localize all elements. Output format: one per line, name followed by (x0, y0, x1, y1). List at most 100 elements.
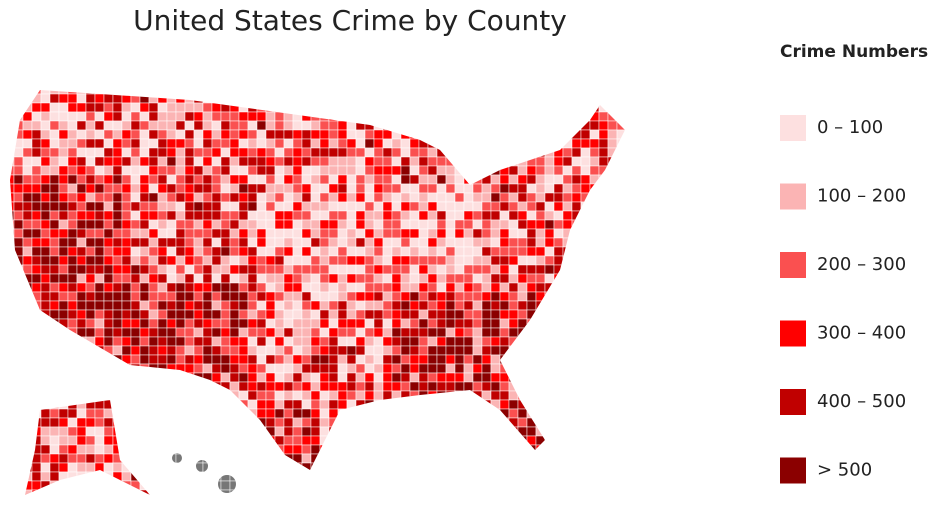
county-cell (382, 120, 393, 131)
county-cell (445, 264, 456, 275)
county-cell (301, 480, 312, 491)
county-cell (256, 219, 267, 230)
county-cell (184, 426, 195, 437)
county-cell (292, 273, 303, 284)
county-cell (490, 309, 501, 320)
county-cell (157, 264, 168, 275)
county-cell (508, 192, 519, 203)
county-cell (490, 435, 501, 446)
county-cell (400, 264, 411, 275)
county-cell (355, 228, 366, 239)
county-cell (391, 318, 402, 329)
county-cell (193, 381, 204, 392)
county-cell (463, 444, 474, 455)
county-cell (121, 372, 132, 383)
county-cell (409, 282, 420, 293)
county-cell (94, 183, 105, 194)
county-cell (310, 435, 321, 446)
county-cell (76, 147, 87, 158)
county-cell (274, 192, 285, 203)
county-cell (355, 246, 366, 257)
county-cell (391, 237, 402, 248)
county-cell (10, 354, 15, 365)
county-cell (472, 246, 483, 257)
county-cell (112, 354, 123, 365)
county-cell (499, 372, 510, 383)
county-cell (49, 246, 60, 257)
county-cell (319, 273, 330, 284)
county-cell (616, 219, 625, 230)
county-cell (598, 426, 609, 437)
county-cell (40, 264, 51, 275)
county-cell (256, 390, 267, 401)
county-cell (607, 390, 618, 401)
county-cell (382, 147, 393, 158)
county-cell (265, 399, 276, 410)
county-cell (112, 102, 123, 113)
county-cell (463, 426, 474, 437)
county-cell (544, 183, 555, 194)
county-cell (76, 183, 87, 194)
county-cell (58, 156, 69, 167)
county-cell (193, 390, 204, 401)
county-cell (535, 93, 546, 104)
county-cell (203, 499, 212, 505)
county-cell (175, 219, 186, 230)
county-cell (175, 309, 186, 320)
county-cell (472, 390, 483, 401)
county-cell (130, 246, 141, 257)
county-cell (220, 471, 231, 482)
county-cell (445, 237, 456, 248)
county-cell (166, 111, 177, 122)
county-cell (157, 471, 168, 482)
county-cell (562, 408, 573, 419)
county-cell (112, 156, 123, 167)
county-cell (31, 336, 42, 347)
county-cell (607, 336, 618, 347)
county-cell (76, 462, 87, 473)
county-cell (103, 129, 114, 140)
county-cell (76, 390, 87, 401)
county-cell (499, 471, 510, 482)
county-cell (544, 129, 555, 140)
county-cell (202, 183, 213, 194)
county-cell (148, 489, 159, 495)
county-cell (13, 417, 24, 428)
county-cell (10, 318, 15, 329)
county-cell (508, 273, 519, 284)
county-cell (257, 499, 266, 505)
county-cell (193, 291, 204, 302)
county-cell (472, 138, 483, 149)
county-cell (364, 201, 375, 212)
county-cell (103, 300, 114, 311)
county-cell (400, 90, 411, 95)
county-cell (157, 372, 168, 383)
county-cell (490, 246, 501, 257)
county-cell (184, 336, 195, 347)
county-cell (382, 354, 393, 365)
county-cell (463, 165, 474, 176)
county-cell (580, 309, 591, 320)
county-cell (355, 390, 366, 401)
county-cell (238, 327, 249, 338)
county-cell (391, 246, 402, 257)
county-cell (535, 255, 546, 266)
county-cell (319, 291, 330, 302)
county-cell (274, 129, 285, 140)
county-cell (220, 399, 231, 410)
county-cell (238, 426, 249, 437)
county-cell (157, 381, 168, 392)
county-cell (616, 237, 625, 248)
county-cell (607, 273, 618, 284)
county-cell (166, 219, 177, 230)
county-cell (13, 156, 24, 167)
county-cell (383, 499, 392, 505)
county-cell (58, 219, 69, 230)
county-cell (481, 399, 492, 410)
county-cell (13, 336, 24, 347)
county-cell (454, 102, 465, 113)
county-cell (301, 435, 312, 446)
county-cell (400, 246, 411, 257)
county-cell (400, 435, 411, 446)
county-cell (211, 246, 222, 257)
